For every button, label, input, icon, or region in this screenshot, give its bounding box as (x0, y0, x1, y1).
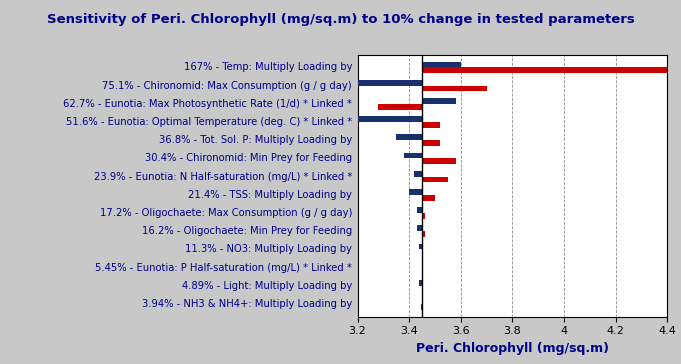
Bar (422, 62, 461, 67)
Bar (396, 134, 422, 140)
Bar (345, 116, 422, 122)
Text: 167% - Temp: Multiply Loading by: 167% - Temp: Multiply Loading by (184, 62, 352, 72)
Text: 4.89% - Light: Multiply Loading by: 4.89% - Light: Multiply Loading by (182, 281, 352, 291)
Text: 23.9% - Eunotia: N Half-saturation (mg/L) * Linked *: 23.9% - Eunotia: N Half-saturation (mg/L… (94, 171, 352, 182)
Text: 30.4% - Chironomid: Min Prey for Feeding: 30.4% - Chironomid: Min Prey for Feeding (145, 153, 352, 163)
Bar (422, 213, 425, 219)
Bar (417, 225, 422, 231)
Text: 11.3% - NO3: Multiply Loading by: 11.3% - NO3: Multiply Loading by (185, 244, 352, 254)
Text: Sensitivity of Peri. Chlorophyll (mg/sq.m) to 10% change in tested parameters: Sensitivity of Peri. Chlorophyll (mg/sq.… (46, 13, 635, 26)
Bar (422, 67, 667, 73)
Text: 16.2% - Oligochaete: Min Prey for Feeding: 16.2% - Oligochaete: Min Prey for Feedin… (142, 226, 352, 236)
Bar (422, 86, 487, 91)
Bar (422, 231, 425, 237)
Bar (358, 80, 422, 86)
Text: 17.2% - Oligochaete: Max Consumption (g / g day): 17.2% - Oligochaete: Max Consumption (g … (99, 208, 352, 218)
Text: 3.94% - NH3 & NH4+: Multiply Loading by: 3.94% - NH3 & NH4+: Multiply Loading by (142, 299, 352, 309)
Bar (422, 140, 440, 146)
Bar (414, 171, 422, 177)
Bar (409, 189, 422, 195)
Bar (422, 177, 448, 182)
Bar (422, 195, 435, 201)
Bar (419, 244, 422, 249)
Text: 36.8% - Tot. Sol. P: Multiply Loading by: 36.8% - Tot. Sol. P: Multiply Loading by (159, 135, 352, 145)
X-axis label: Peri. Chlorophyll (mg/sq.m): Peri. Chlorophyll (mg/sq.m) (416, 342, 609, 355)
Bar (422, 98, 456, 104)
Text: 21.4% - TSS: Multiply Loading by: 21.4% - TSS: Multiply Loading by (188, 190, 352, 200)
Bar (419, 280, 422, 286)
Bar (378, 104, 422, 110)
Bar (422, 158, 456, 164)
Text: 75.1% - Chironomid: Max Consumption (g / g day): 75.1% - Chironomid: Max Consumption (g /… (102, 80, 352, 91)
Text: 62.7% - Eunotia: Max Photosynthetic Rate (1/d) * Linked *: 62.7% - Eunotia: Max Photosynthetic Rate… (63, 99, 352, 109)
Text: 5.45% - Eunotia: P Half-saturation (mg/L) * Linked *: 5.45% - Eunotia: P Half-saturation (mg/L… (95, 262, 352, 273)
Bar (422, 122, 440, 128)
Bar (417, 207, 422, 213)
Bar (404, 153, 422, 158)
Bar (421, 304, 422, 310)
Text: 51.6% - Eunotia: Optimal Temperature (deg. C) * Linked *: 51.6% - Eunotia: Optimal Temperature (de… (66, 117, 352, 127)
